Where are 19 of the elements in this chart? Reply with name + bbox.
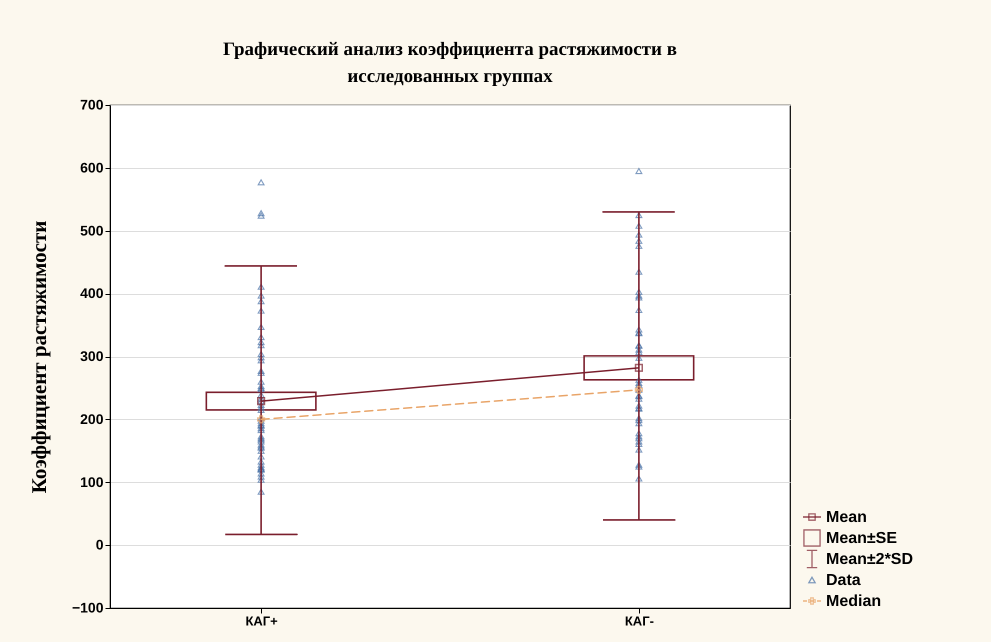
y-tick-label: 0: [96, 536, 104, 553]
legend-label: Data: [826, 572, 861, 589]
y-tick-label: 400: [80, 285, 104, 302]
y-tick-label: 600: [80, 159, 104, 176]
y-tick-label: 200: [80, 410, 104, 427]
point: [634, 364, 643, 372]
legend-label: Mean±SE: [826, 530, 898, 547]
y-tick-label: 100: [80, 474, 104, 490]
y-tick-label: 500: [80, 222, 104, 238]
y-axis-title: Коэффициент растяжимости: [26, 220, 51, 494]
chart-title: Графический анализ коэффициента растяжимости в исследованных группах: [223, 39, 677, 87]
x-tick-label: КАГ-: [624, 614, 654, 628]
y-tick-label: −100: [72, 600, 104, 616]
legend-label: Median: [826, 593, 882, 610]
legend-label: Mean: [826, 509, 867, 526]
y-tick-label: 700: [80, 96, 104, 112]
y-tick-label: 300: [80, 348, 104, 364]
text: Mean±2*SD: [826, 551, 914, 568]
x-tick-label: КАГ+: [245, 614, 278, 628]
